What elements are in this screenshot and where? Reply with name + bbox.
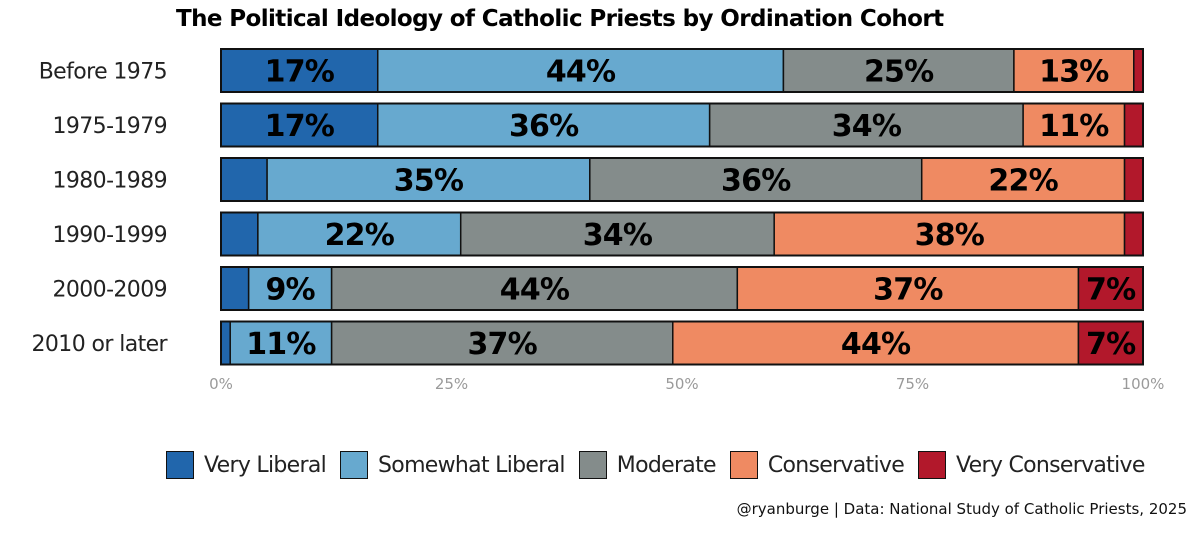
legend-label: Somewhat Liberal (378, 452, 565, 478)
legend-swatch (166, 451, 194, 479)
data-label: 35% (394, 164, 464, 199)
legend-item: Conservative (729, 451, 905, 479)
data-label: 7% (1086, 273, 1136, 308)
x-tick-label: 50% (665, 375, 698, 393)
data-label: 38% (915, 218, 985, 253)
legend-item: Very Liberal (166, 451, 327, 479)
data-label: 13% (1039, 55, 1109, 90)
bar-segment (672, 320, 1080, 366)
legend-label: Very Liberal (204, 452, 327, 478)
bar-outline (220, 157, 1144, 202)
legend-label: Conservative (767, 452, 905, 478)
category-label: 2010 or later (32, 332, 169, 357)
bar-segment (229, 320, 333, 366)
legend-swatch (729, 451, 758, 479)
bar-outline (220, 48, 1144, 93)
legend-swatch (340, 451, 369, 479)
category-labels: Before 1975 1975-1979 1980-1989 1990-1999 20… (32, 60, 170, 358)
x-tick-label: 0% (209, 375, 233, 393)
category-label: 1990-1999 (52, 223, 167, 248)
data-label: 34% (832, 109, 902, 144)
category-label: 2000-2009 (52, 278, 167, 303)
data-label: 17% (265, 109, 335, 144)
bar-segment (1077, 320, 1144, 366)
data-label: 9% (265, 273, 315, 308)
bar-segment (1123, 102, 1144, 148)
legend: Very Liberal Somewhat Liberal Moderate Cons… (166, 451, 1159, 479)
legend-item: Moderate (578, 451, 717, 479)
x-axis-ticks: 0% 25% 50% 75% 100% (209, 375, 1164, 393)
data-label: 22% (988, 164, 1058, 199)
data-label: 37% (873, 273, 943, 308)
bar-outline (220, 266, 1144, 311)
bar-segment (1077, 266, 1144, 311)
bar-segment (1123, 211, 1144, 257)
data-label: 34% (583, 218, 653, 253)
legend-label: Very Conservative (956, 452, 1145, 478)
legend-item: Somewhat Liberal (340, 451, 565, 479)
x-tick-label: 25% (435, 375, 468, 393)
bar-segment (1123, 157, 1144, 202)
bar-segment (782, 48, 1015, 93)
bar-segment (220, 266, 250, 311)
data-label: 44% (500, 273, 570, 308)
data-label: 22% (325, 218, 395, 253)
bar-segment (220, 157, 268, 202)
category-label: 1975-1979 (52, 114, 167, 139)
bar-outline (220, 211, 1144, 257)
x-tick-label: 75% (896, 375, 929, 393)
bar-segment (330, 266, 739, 311)
data-label: 11% (1039, 109, 1109, 144)
bar-segment (459, 211, 775, 257)
legend-label: Moderate (616, 452, 717, 478)
bar-segment (1133, 48, 1144, 93)
data-label: 44% (841, 327, 911, 362)
data-label: 36% (509, 109, 579, 144)
bar-segments: 17% 44% 25% 13% 17% 36% 34% 11% 35% 36% 22% 22% 34% 3… (220, 48, 1144, 366)
bar-segment (220, 211, 259, 257)
data-label: 17% (265, 55, 335, 90)
data-label: 25% (864, 55, 934, 90)
legend-item: Very Conservative (918, 451, 1145, 479)
data-label: 7% (1086, 327, 1136, 362)
data-label: 44% (546, 55, 616, 90)
bar-outline (220, 320, 1144, 366)
category-label: 1980-1989 (52, 169, 167, 194)
chart-title: The Political Ideology of Catholic Pries… (176, 6, 944, 32)
bar-segment (220, 320, 231, 366)
bar-segment (257, 211, 462, 257)
source-caption: @ryanburge | Data: National Study of Cat… (736, 500, 1187, 518)
bar-outline (220, 102, 1144, 148)
bar-segment (376, 48, 785, 93)
x-tick-label: 100% (1122, 375, 1165, 393)
data-label: 36% (721, 164, 791, 199)
legend-swatch (578, 451, 607, 479)
data-label: 37% (467, 327, 537, 362)
data-label: 11% (246, 327, 316, 362)
legend-swatch (918, 451, 947, 479)
category-label: Before 1975 (39, 60, 167, 85)
bar-segment (708, 102, 1024, 148)
